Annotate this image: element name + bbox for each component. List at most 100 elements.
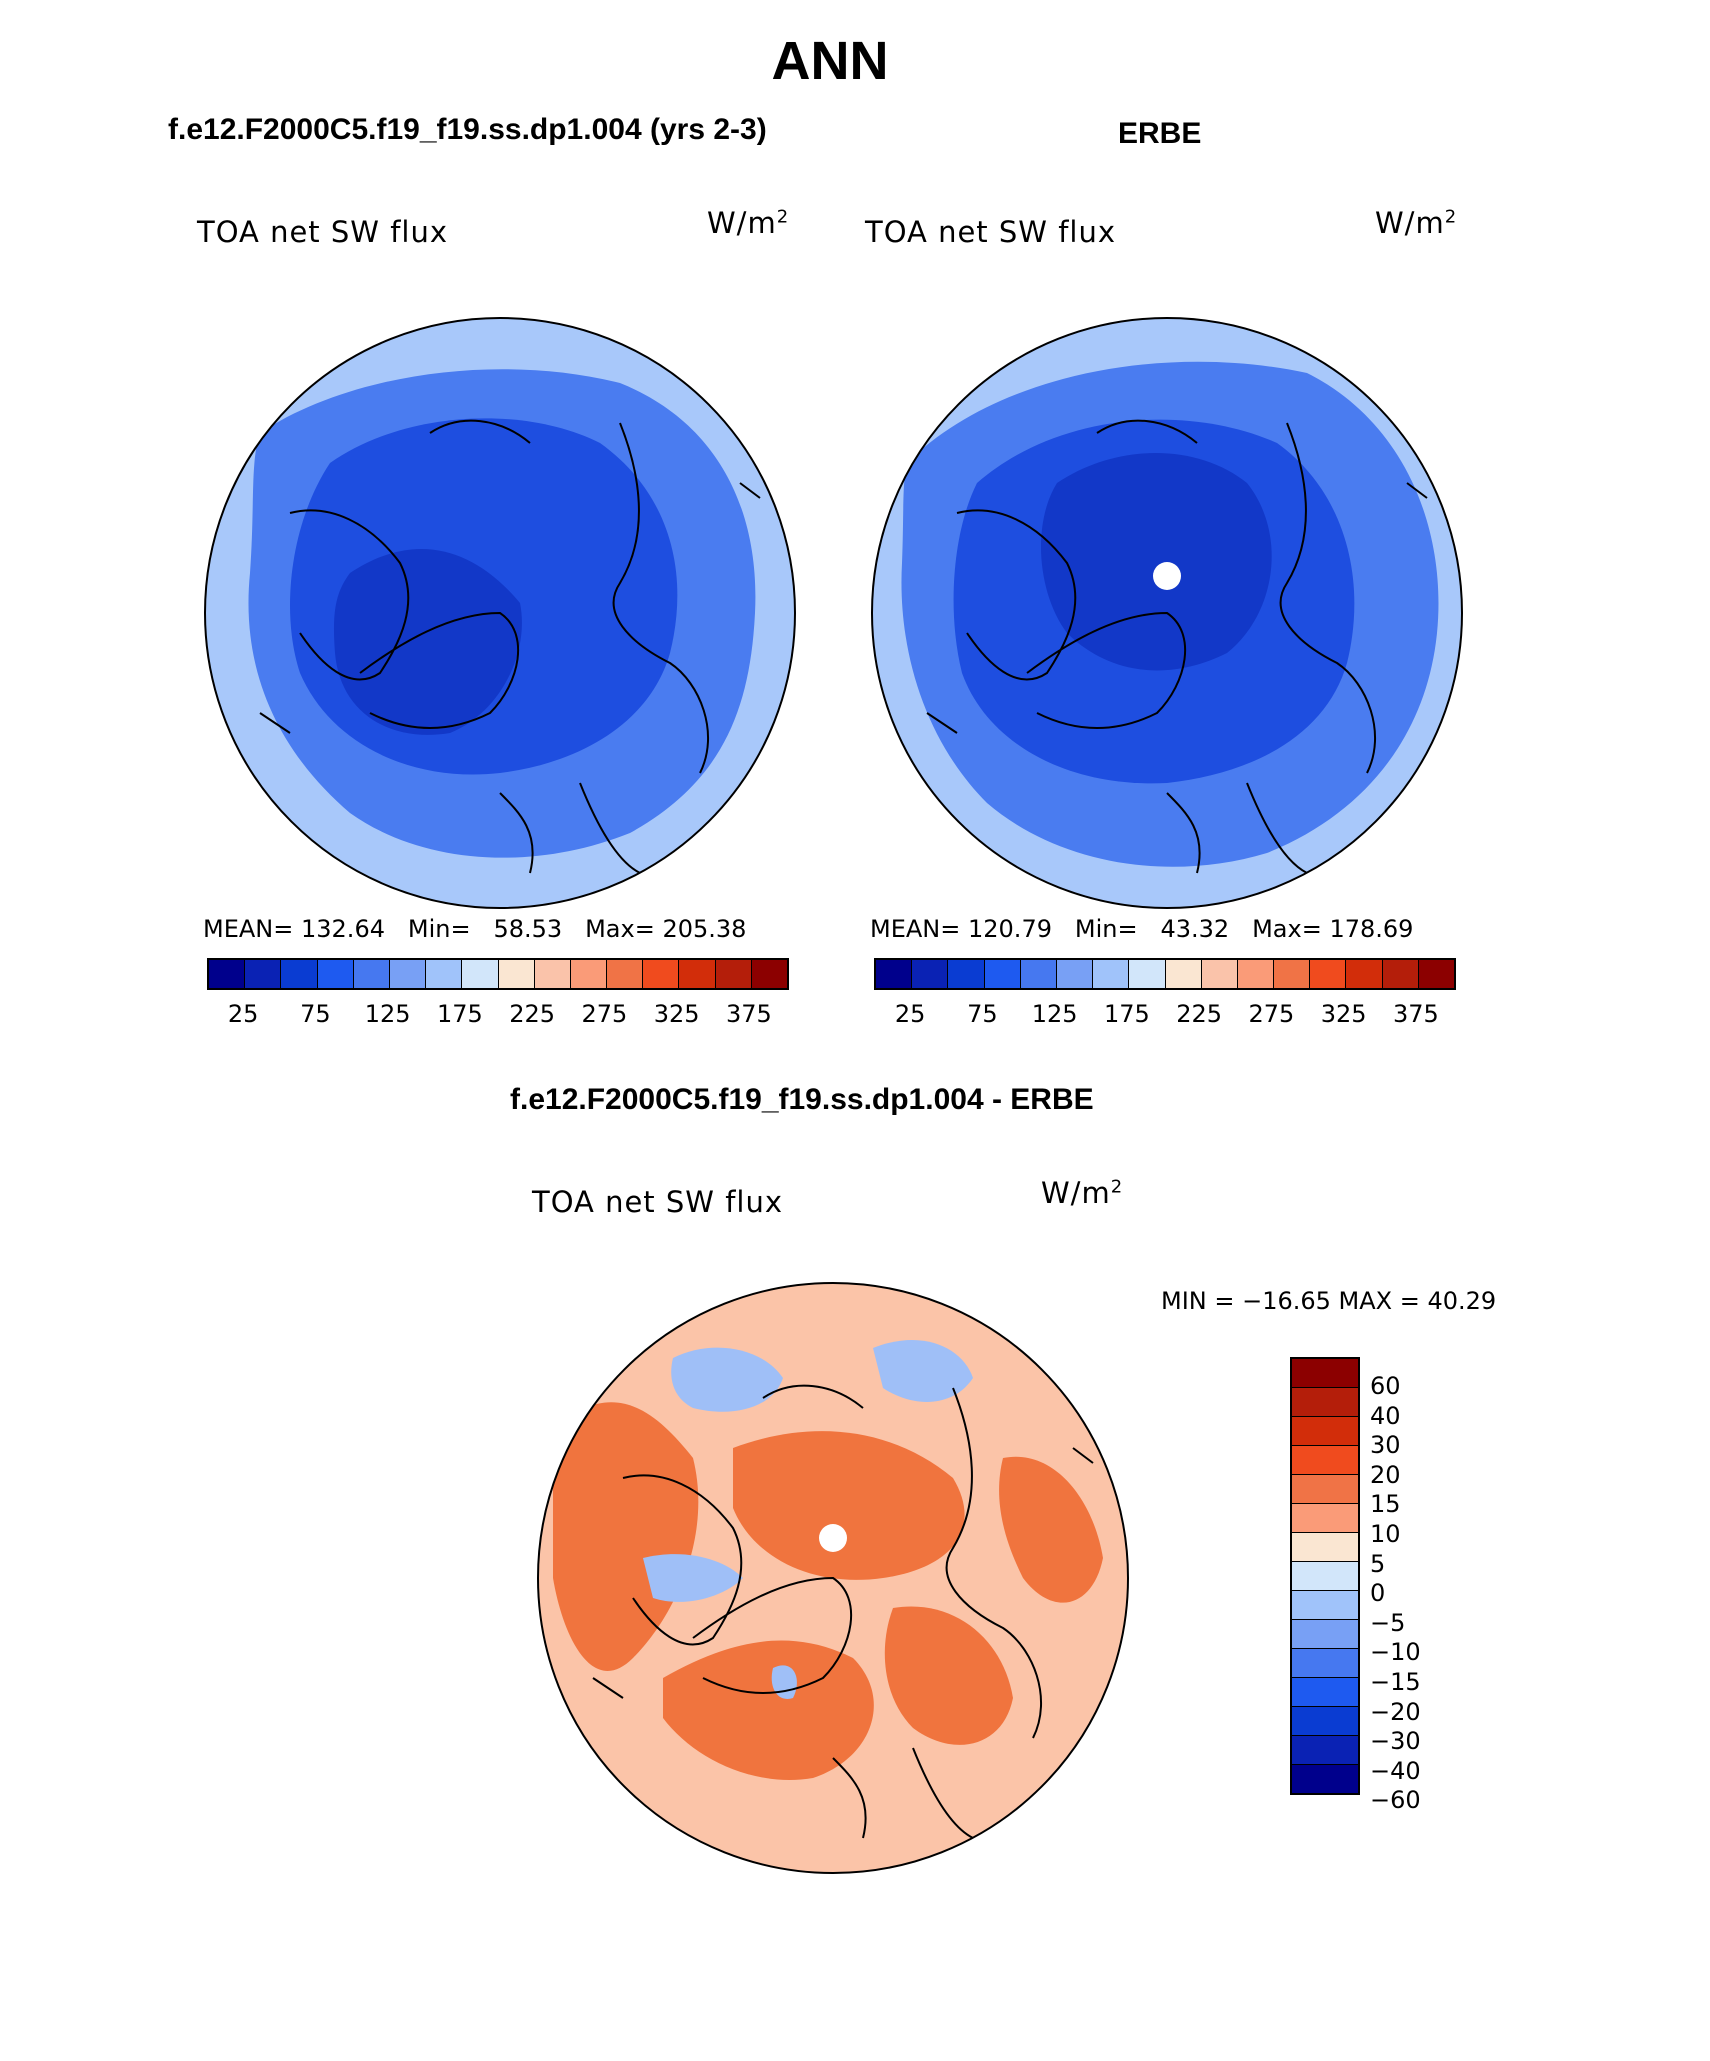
colorbar-swatch	[607, 960, 644, 988]
colorbar-swatch	[209, 960, 246, 988]
colorbar-tick-label: 225	[509, 1000, 556, 1028]
colorbar-swatch	[1292, 1678, 1358, 1707]
model-min-value: 58.53	[493, 915, 563, 943]
colorbar-swatch	[1292, 1359, 1358, 1388]
colorbar-tick-label: 375	[725, 1000, 772, 1028]
colorbar-swatch	[1056, 960, 1094, 988]
colorbar-swatch	[1292, 1504, 1358, 1533]
model-max-label: Max=	[585, 915, 655, 943]
diff-polar-map	[537, 1282, 1129, 1874]
model-panel-title: f.e12.F2000C5.f19_f19.ss.dp1.004 (yrs 2-…	[168, 113, 767, 146]
colorbar-swatch	[1382, 960, 1419, 988]
colorbar-swatch	[534, 960, 571, 988]
model-min-label: Min=	[407, 915, 471, 943]
colorbar-swatch	[948, 960, 985, 988]
colorbar-swatch	[1292, 1446, 1358, 1475]
colorbar-swatch	[1292, 1620, 1358, 1649]
colorbar-swatch	[751, 960, 787, 988]
colorbar-tick-label: 20	[1370, 1460, 1401, 1489]
colorbar-tick-label: 325	[1320, 1000, 1367, 1028]
colorbar-tick-label: 30	[1370, 1431, 1401, 1460]
colorbar-swatch	[984, 960, 1021, 988]
colorbar-swatch	[912, 960, 949, 988]
obs-polar-map	[871, 317, 1463, 909]
obs-mean-label: MEAN=	[870, 915, 961, 943]
colorbar-tick-label: 0	[1370, 1579, 1386, 1608]
colorbar-swatch	[1237, 960, 1275, 988]
model-mean-value: 132.64	[301, 915, 385, 943]
colorbar-swatch	[1292, 1533, 1358, 1562]
colorbar-swatch	[1093, 960, 1130, 988]
obs-colorbar	[874, 958, 1456, 990]
colorbar-tick-label: 25	[227, 1000, 259, 1028]
colorbar-swatch	[1418, 960, 1454, 988]
colorbar-tick-label: −30	[1370, 1727, 1421, 1756]
colorbar-swatch	[715, 960, 752, 988]
colorbar-swatch	[245, 960, 282, 988]
diff-colorbar-ticks: 60 40 30 20 15 10 5 0 −5 −10 −15 −20 −30 −40 −60	[1370, 1357, 1450, 1817]
colorbar-swatch	[1165, 960, 1202, 988]
obs-max-value: 178.69	[1329, 915, 1414, 943]
colorbar-swatch	[1292, 1417, 1358, 1446]
colorbar-tick-label: 175	[436, 1000, 483, 1028]
obs-stats: MEAN= 120.79 Min= 43.32 Max= 178.69	[870, 915, 1413, 943]
colorbar-swatch	[1346, 960, 1383, 988]
diff-unit-label: W/m2	[1041, 1176, 1124, 1210]
colorbar-swatch	[389, 960, 427, 988]
colorbar-tick-label: −15	[1370, 1668, 1421, 1696]
model-max-value: 205.38	[662, 915, 747, 943]
colorbar-swatch	[1292, 1707, 1358, 1736]
colorbar-tick-label: 375	[1392, 1000, 1439, 1028]
colorbar-tick-label: 25	[894, 1000, 926, 1028]
model-colorbar	[207, 958, 789, 990]
colorbar-swatch	[353, 960, 390, 988]
colorbar-swatch	[1292, 1562, 1358, 1591]
colorbar-swatch	[281, 960, 318, 988]
obs-panel-title: ERBE	[1118, 117, 1202, 150]
colorbar-swatch	[498, 960, 535, 988]
colorbar-tick-label: −60	[1370, 1786, 1421, 1815]
diff-minmax: MIN = −16.65 MAX = 40.29	[1161, 1287, 1497, 1315]
colorbar-tick-label: −5	[1370, 1608, 1406, 1637]
obs-min-value: 43.32	[1160, 915, 1230, 943]
colorbar-tick-label: 225	[1176, 1000, 1223, 1028]
colorbar-tick-label: 125	[364, 1000, 411, 1028]
figure-title: ANN	[771, 31, 889, 91]
colorbar-swatch	[1129, 960, 1166, 988]
obs-max-label: Max=	[1252, 915, 1322, 943]
model-polar-map	[204, 317, 796, 909]
colorbar-tick-label: −20	[1370, 1697, 1421, 1726]
colorbar-swatch	[1020, 960, 1057, 988]
colorbar-swatch	[1292, 1591, 1358, 1620]
model-colorbar-ticks: 25 75 125 175 225 275 325 375	[207, 1000, 785, 1030]
colorbar-tick-label: 15	[1370, 1490, 1401, 1519]
model-variable-label: TOA net SW flux	[197, 215, 449, 249]
colorbar-swatch	[1274, 960, 1311, 988]
colorbar-tick-label: 75	[300, 1000, 331, 1028]
colorbar-tick-label: −40	[1370, 1756, 1421, 1785]
colorbar-tick-label: 275	[581, 1000, 628, 1028]
colorbar-tick-label: 325	[653, 1000, 700, 1028]
colorbar-tick-label: 125	[1031, 1000, 1078, 1028]
colorbar-tick-label: 75	[967, 1000, 998, 1028]
colorbar-tick-label: 40	[1370, 1401, 1401, 1430]
colorbar-swatch	[1292, 1475, 1358, 1504]
colorbar-tick-label: 275	[1248, 1000, 1295, 1028]
obs-variable-label: TOA net SW flux	[865, 215, 1117, 249]
model-unit-label: W/m2	[707, 206, 790, 240]
colorbar-swatch	[1201, 960, 1238, 988]
model-stats: MEAN= 132.64 Min= 58.53 Max= 205.38	[203, 915, 746, 943]
colorbar-tick-label: −10	[1370, 1638, 1421, 1667]
colorbar-swatch	[1292, 1649, 1358, 1678]
diff-panel-title: f.e12.F2000C5.f19_f19.ss.dp1.004 - ERBE	[510, 1083, 1094, 1116]
colorbar-swatch	[679, 960, 716, 988]
colorbar-swatch	[1292, 1388, 1358, 1417]
colorbar-tick-label: 5	[1370, 1549, 1386, 1578]
colorbar-swatch	[462, 960, 499, 988]
model-mean-label: MEAN=	[203, 915, 294, 943]
colorbar-swatch	[317, 960, 354, 988]
diff-variable-label: TOA net SW flux	[532, 1185, 784, 1219]
colorbar-tick-label: 10	[1370, 1520, 1401, 1548]
colorbar-swatch	[1292, 1765, 1358, 1793]
obs-unit-label: W/m2	[1375, 206, 1458, 240]
